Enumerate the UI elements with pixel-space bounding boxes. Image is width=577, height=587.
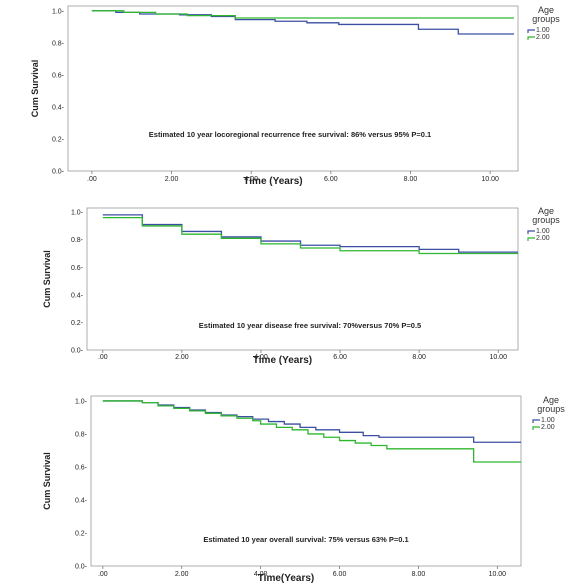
legend-label: 1.00	[536, 228, 550, 235]
legend-title: groups	[532, 215, 560, 225]
series-line-1.00	[91, 10, 515, 35]
plot-frame	[67, 5, 519, 172]
y-tick-label: 0.2-	[75, 530, 88, 537]
y-axis-label: Cum Survival	[30, 60, 40, 118]
x-tick-label: 6.00	[333, 354, 347, 361]
x-axis-label: Time (Years)	[253, 355, 312, 366]
annotation: Estimated 10 year overall survival: 75% …	[203, 535, 408, 544]
x-tick-label: .00	[98, 571, 108, 578]
legend-swatch-2.00	[527, 36, 535, 40]
legend-label: 2.00	[536, 235, 550, 242]
y-tick-label: 0.6-	[75, 464, 88, 471]
x-tick-label: 2.00	[165, 176, 179, 183]
y-tick-label: 1.0-	[71, 210, 84, 217]
y-tick-label: 0.8-	[52, 40, 65, 47]
y-tick-label: 0.4-	[71, 292, 84, 299]
y-tick-label: 1.0-	[75, 398, 88, 405]
x-tick-label: 8.00	[404, 176, 418, 183]
chart-3: 0.0- 0.2- 0.4- 0.6- 0.8- 1.0- .00 2.00 4.00 6.00 8…	[42, 395, 565, 584]
x-tick-label: .00	[87, 176, 97, 183]
legend-label: 2.00	[541, 424, 555, 431]
x-tick-label: 10.00	[481, 176, 499, 183]
x-tick-label: 4.00	[254, 354, 268, 361]
legend-swatch-1.00	[527, 230, 535, 234]
y-tick-label: 0.6-	[71, 265, 84, 272]
chart-2: 0.0- 0.2- 0.4- 0.6- 0.8- 1.0- .00 2.00 4.00 6.00 8…	[42, 206, 560, 366]
legend-label: 2.00	[536, 34, 550, 41]
x-tick-label: 6.00	[333, 571, 347, 578]
legend-swatch-2.00	[532, 426, 540, 430]
series-line-1.00	[102, 400, 521, 443]
y-tick-label: 0.8-	[71, 237, 84, 244]
x-axis-label: Time (Years)	[243, 176, 302, 187]
x-axis-label: Time(Years)	[258, 573, 315, 584]
y-tick-label: 0.2-	[71, 320, 84, 327]
x-tick-label: 4.00	[244, 176, 258, 183]
plot-frame	[90, 395, 522, 567]
y-tick-label: 0.6-	[52, 72, 65, 79]
x-tick-label: 8.00	[412, 354, 426, 361]
legend-swatch-1.00	[532, 419, 540, 423]
x-tick-label: 2.00	[175, 354, 189, 361]
x-tick-label: 8.00	[412, 571, 426, 578]
x-tick-label: 6.00	[324, 176, 338, 183]
legend-title: groups	[532, 14, 560, 24]
legend-title: Age	[538, 5, 554, 15]
y-tick-label: 0.8-	[75, 431, 88, 438]
plot-frame	[86, 207, 519, 351]
legend-swatch-2.00	[527, 237, 535, 241]
annotation: Estimated 10 year locoregional recurrenc…	[149, 130, 431, 139]
y-axis-label: Cum Survival	[42, 452, 52, 510]
series-line-2.00	[102, 400, 521, 463]
series-line-2.00	[102, 217, 518, 255]
y-tick-label: 0.4-	[75, 497, 88, 504]
y-tick-label: 0.0-	[52, 169, 65, 176]
x-tick-label: 10.00	[489, 571, 507, 578]
legend-label: 1.00	[536, 27, 550, 34]
legend-swatch-1.00	[527, 29, 535, 33]
x-tick-label: 10.00	[489, 354, 507, 361]
y-axis-label: Cum Survival	[42, 250, 52, 308]
x-tick-label: .00	[98, 354, 108, 361]
series-line-2.00	[91, 10, 515, 19]
x-tick-label: 2.00	[175, 571, 189, 578]
y-tick-label: 1.0-	[52, 8, 65, 15]
legend-title: Age	[538, 206, 554, 216]
legend-title: groups	[537, 404, 565, 414]
chart-1: 0.0- 0.2- 0.4- 0.6- 0.8- 1.0- .00 2.00 4.00 6.00 8…	[30, 5, 560, 187]
y-tick-label: 0.0-	[75, 564, 88, 571]
y-tick-label: 0.2-	[52, 136, 65, 143]
series-line-1.00	[102, 214, 518, 253]
legend-label: 1.00	[541, 417, 555, 424]
y-tick-label: 0.4-	[52, 104, 65, 111]
legend-title: Age	[543, 395, 559, 405]
y-tick-label: 0.0-	[71, 348, 84, 355]
x-tick-label: 4.00	[254, 571, 268, 578]
annotation: Estimated 10 year disease free survival:…	[199, 321, 421, 330]
